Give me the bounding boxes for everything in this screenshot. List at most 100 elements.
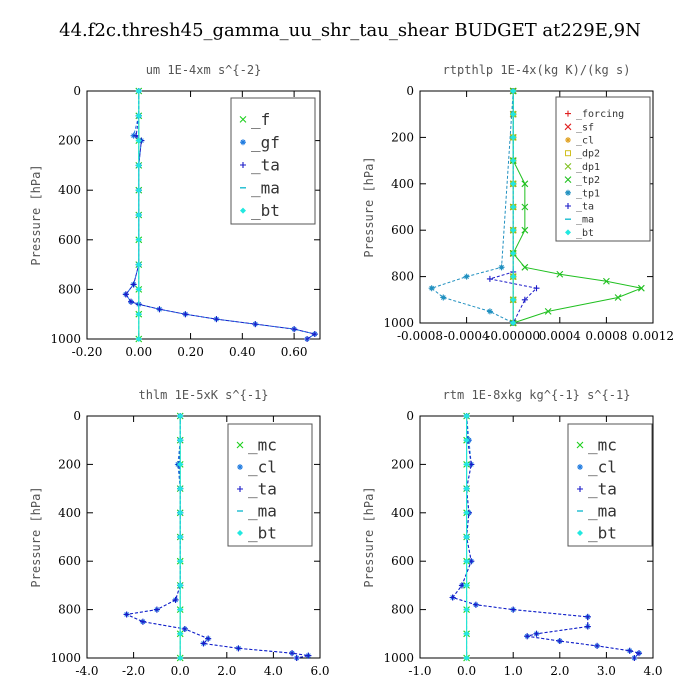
data-point — [428, 285, 435, 292]
legend-label: _dp2 — [576, 149, 600, 160]
data-point — [463, 437, 470, 444]
x-tick-label: 0.0008 — [585, 329, 627, 343]
x-tick-label: 0.20 — [177, 345, 204, 359]
legend-label: _ma — [251, 178, 280, 197]
legend-box — [555, 96, 651, 242]
legend-marker — [565, 110, 571, 117]
data-point — [614, 294, 622, 301]
data-point — [521, 296, 528, 303]
series-bt — [177, 413, 184, 661]
legend-marker — [576, 441, 584, 449]
legend-label: _bt — [248, 524, 277, 543]
data-point — [289, 650, 296, 657]
data-point — [486, 308, 493, 315]
data-point — [594, 642, 601, 649]
legend-marker — [237, 486, 243, 492]
legend-label: _mc — [588, 436, 617, 455]
y-tick-label: 400 — [58, 183, 81, 197]
legend-label: _f — [251, 110, 270, 129]
data-point — [135, 286, 142, 293]
y-tick-label: 600 — [58, 233, 81, 247]
data-point — [291, 326, 298, 333]
data-point — [463, 655, 470, 661]
y-tick-label: 0 — [73, 409, 81, 423]
chart-panel-1: um 1E-4xm s^{-2} Pressure [hPa] 0 200 400 600… — [29, 63, 321, 359]
data-point — [521, 180, 529, 188]
data-point — [533, 630, 540, 637]
x-tick-label: -0.00000 — [486, 329, 540, 343]
plot-frame — [419, 90, 654, 324]
data-point — [135, 88, 142, 94]
panel-title: thlm 1E-5xK s^{-1} — [138, 388, 268, 402]
y-tick-label: 600 — [391, 554, 414, 568]
panel-title: rtpthlp 1E-4x(kg K)/(kg s) — [443, 63, 631, 77]
data-point — [135, 162, 142, 169]
x-tick-label: -1.0 — [408, 664, 431, 678]
data-point — [177, 413, 184, 419]
data-point — [123, 611, 130, 618]
data-point — [544, 308, 552, 315]
y-tick-label: 800 — [58, 603, 81, 617]
panel-title: rtm 1E-8xkg kg^{-1} s^{-1} — [443, 388, 631, 402]
data-point — [177, 509, 184, 516]
data-point — [510, 111, 517, 118]
data-point — [463, 509, 470, 516]
data-point — [463, 606, 470, 613]
data-point — [510, 134, 517, 141]
x-tick-label: 0.0 — [171, 664, 190, 678]
data-point — [510, 204, 517, 210]
legend-label: _forcing — [576, 109, 624, 120]
data-point — [510, 157, 517, 164]
data-point — [304, 336, 311, 342]
data-point — [177, 534, 184, 540]
legend-label: _tp1 — [576, 188, 600, 199]
data-point — [172, 596, 179, 603]
data-point — [235, 645, 242, 652]
data-point — [556, 638, 563, 645]
y-tick-label: 1000 — [50, 651, 81, 665]
data-point — [135, 212, 142, 218]
data-point — [463, 413, 470, 419]
data-point — [177, 655, 184, 661]
series-line — [124, 416, 309, 659]
legend-marker — [565, 203, 571, 209]
data-point — [510, 227, 517, 234]
y-tick-label: 600 — [391, 223, 414, 237]
legend-box — [227, 423, 313, 547]
data-point — [135, 187, 142, 194]
y-tick-label: 0 — [406, 84, 414, 98]
y-tick-label: 600 — [58, 554, 81, 568]
legend-marker — [577, 530, 583, 536]
legend-label: _bt — [251, 201, 280, 220]
data-point — [305, 652, 312, 659]
x-tick-label: 3.0 — [597, 664, 616, 678]
y-tick-label: 400 — [391, 506, 414, 520]
y-tick-label: 200 — [58, 134, 81, 148]
chart-panel-3: thlm 1E-5xK s^{-1} Pressure [hPa] 0 200 400 6… — [29, 388, 330, 678]
legend-marker — [564, 123, 572, 131]
legend-box — [230, 97, 316, 225]
legend-label: _gf — [251, 133, 280, 152]
x-tick-label: 0.0004 — [539, 329, 581, 343]
data-point — [521, 226, 529, 234]
chart-panel-2: rtpthlp 1E-4x(kg K)/(kg s) Pressure [hPa]… — [362, 63, 674, 343]
x-tick-label: 4.0 — [643, 664, 662, 678]
x-tick-label: -0.0004 — [444, 329, 490, 343]
data-point — [631, 655, 638, 661]
data-point — [153, 606, 160, 613]
series-bt — [510, 88, 517, 326]
x-tick-label: 6.0 — [310, 664, 329, 678]
data-point — [177, 630, 184, 637]
legend-marker — [237, 530, 243, 536]
legend-marker — [577, 486, 583, 492]
plot-frame — [419, 415, 654, 659]
x-tick-label: -0.20 — [72, 345, 103, 359]
legend-marker — [577, 464, 583, 470]
data-point — [177, 558, 184, 565]
legend: _f _gf _ta _ma _bt — [230, 97, 316, 225]
data-point — [510, 273, 517, 280]
data-point — [524, 633, 531, 640]
legend-label: _ta — [576, 202, 594, 213]
data-point — [603, 277, 610, 285]
